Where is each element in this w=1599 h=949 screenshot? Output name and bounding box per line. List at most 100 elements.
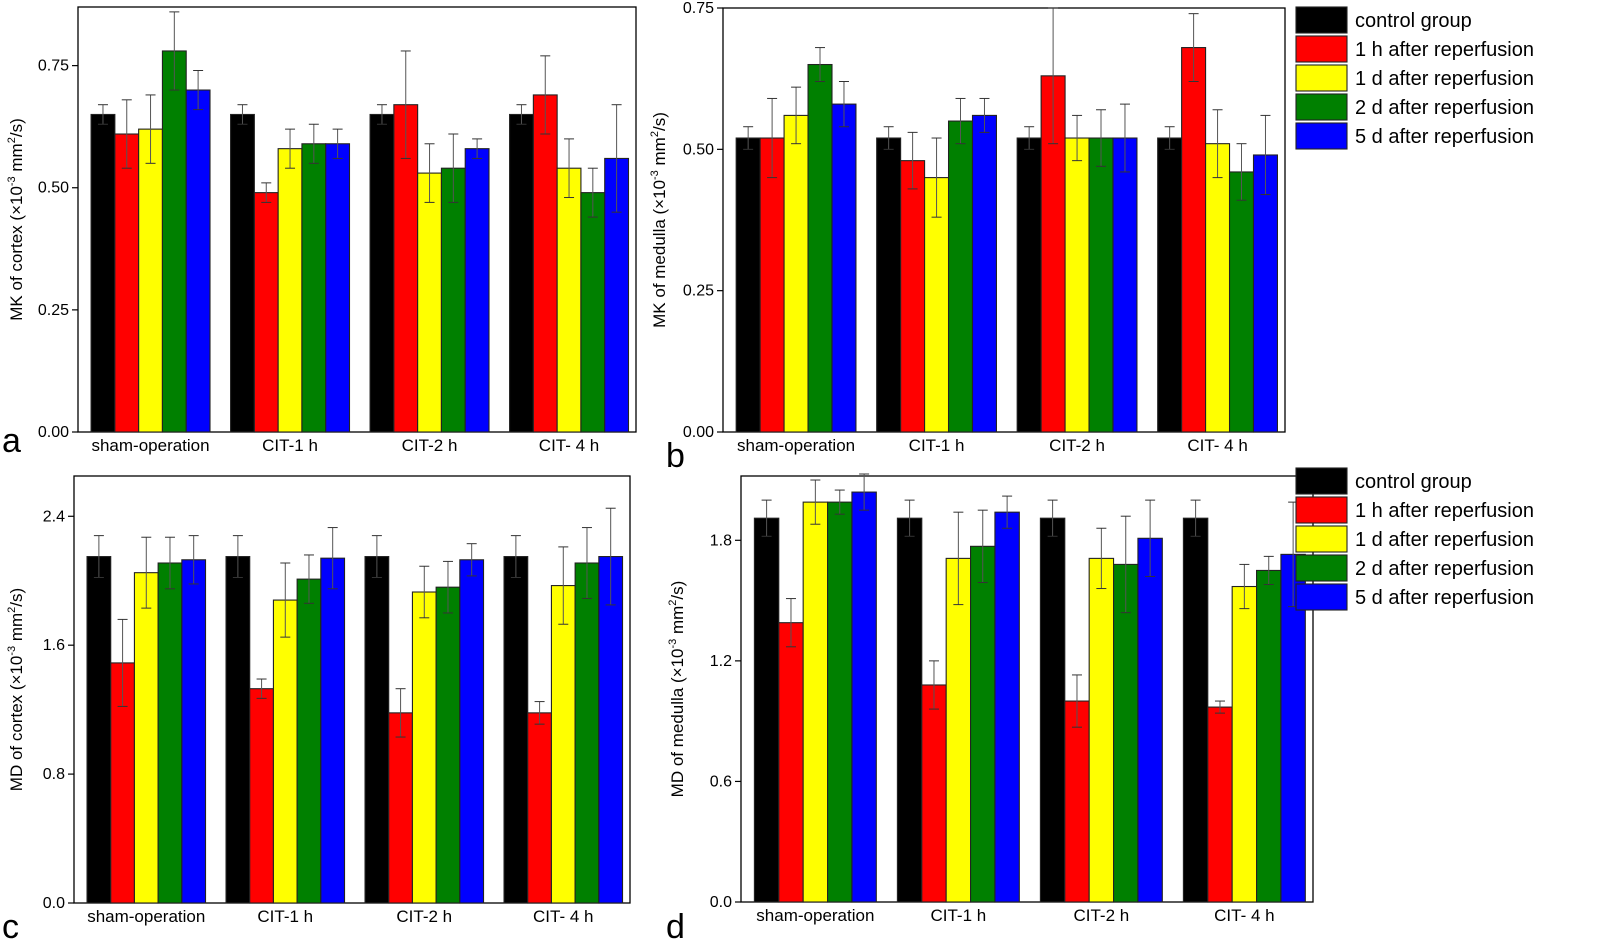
bar xyxy=(831,103,857,433)
panel-a: 0.00 0.25 0.50 0.75 sham-operation CIT-1 h CIT… xyxy=(2,6,637,460)
y-axis-title-part: /s) xyxy=(668,581,687,600)
legend: control group 1 h after reperfusion 1 d af… xyxy=(1295,467,1534,611)
plot-frame xyxy=(740,475,1314,903)
bar xyxy=(735,137,761,433)
bar xyxy=(86,556,112,904)
bar xyxy=(1182,517,1209,903)
legend-label: 2 d after reperfusion xyxy=(1355,558,1534,580)
x-category-label: CIT- 4 h xyxy=(539,436,599,455)
y-axis-title-part: MK of cortex (×10 xyxy=(7,186,26,321)
bar xyxy=(1256,569,1282,903)
bar xyxy=(807,63,833,433)
y-axis-title-part: 2 xyxy=(6,607,18,613)
legend-label: 1 h after reperfusion xyxy=(1355,500,1534,522)
bar xyxy=(1228,171,1255,433)
bar xyxy=(509,113,534,433)
x-category-label: sham-operation xyxy=(87,907,205,926)
y-tick-label: 1.8 xyxy=(710,532,732,549)
x-category-label: CIT-1 h xyxy=(930,906,986,925)
bar xyxy=(527,712,552,904)
bar xyxy=(827,501,853,903)
y-tick-label: 0.25 xyxy=(38,302,69,319)
plot-frame xyxy=(722,7,1286,433)
x-category-label: CIT- 4 h xyxy=(1214,906,1274,925)
plot-frame xyxy=(73,475,631,904)
x-category-label: CIT-2 h xyxy=(396,907,452,926)
y-tick-label: 0.75 xyxy=(38,58,69,75)
bar xyxy=(900,160,926,433)
bar xyxy=(574,562,600,904)
bar xyxy=(364,556,390,904)
bar xyxy=(138,128,163,433)
y-axis-title-part: 2 xyxy=(649,131,661,137)
x-category-label: CIT- 4 h xyxy=(533,907,593,926)
bar xyxy=(464,148,490,433)
y-tick-label: 0.50 xyxy=(38,180,69,197)
y-axis-title-part: -3 xyxy=(6,176,18,186)
y-tick-label: 0.0 xyxy=(43,895,65,912)
bar xyxy=(851,491,877,903)
bar xyxy=(1064,137,1090,433)
y-axis-title-part: /s) xyxy=(650,112,669,131)
bar xyxy=(1016,137,1042,433)
bar xyxy=(921,684,947,903)
bar xyxy=(388,712,413,904)
legend-swatch xyxy=(1295,467,1348,495)
y-tick-label: 0.0 xyxy=(710,894,732,911)
legend-label: control group xyxy=(1355,10,1472,32)
y-axis-title: MD of medulla (×10-3 mm2/s) xyxy=(667,581,687,798)
legend-swatch xyxy=(1295,122,1348,150)
legend-swatch xyxy=(1295,64,1348,92)
legend-swatch xyxy=(1295,525,1348,553)
bar xyxy=(301,143,327,433)
bar xyxy=(249,688,274,904)
x-category-label: CIT-2 h xyxy=(1073,906,1129,925)
bar xyxy=(90,113,116,433)
bar xyxy=(550,585,576,904)
bar xyxy=(272,599,298,904)
y-axis-title-part: mm xyxy=(650,137,669,170)
y-axis-title-part: /s) xyxy=(7,588,26,607)
y-tick-label: 0.75 xyxy=(683,0,714,17)
legend-swatch xyxy=(1295,554,1348,582)
bar xyxy=(1113,563,1139,903)
plot-frame xyxy=(77,6,637,433)
y-tick-label: 0.00 xyxy=(38,424,69,441)
legend-swatch xyxy=(1295,583,1348,611)
panel-b: 0.00 0.25 0.50 0.75 sham-operation CIT-1 h CIT… xyxy=(649,0,1534,475)
panel-letter: a xyxy=(2,422,21,460)
x-category-label: CIT- 4 h xyxy=(1187,436,1247,455)
x-category-label: sham-operation xyxy=(91,436,209,455)
bar xyxy=(598,556,624,904)
y-axis-title: MK of cortex (×10-3 mm2/s) xyxy=(6,118,26,320)
bar xyxy=(157,562,183,904)
x-category-label: sham-operation xyxy=(756,906,874,925)
panel-letter: d xyxy=(666,908,685,946)
x-category-label: sham-operation xyxy=(737,436,855,455)
bar xyxy=(896,517,923,903)
legend-label: 1 h after reperfusion xyxy=(1355,39,1534,61)
bar xyxy=(971,114,997,433)
y-tick-label: 0.25 xyxy=(683,283,714,300)
y-axis-title-part: /s) xyxy=(7,118,26,137)
legend-swatch xyxy=(1295,496,1348,524)
bar xyxy=(114,133,140,433)
y-axis-title-part: 2 xyxy=(6,137,18,143)
bar xyxy=(1064,700,1090,903)
legend-label: 1 d after reperfusion xyxy=(1355,68,1534,90)
bar xyxy=(759,137,785,433)
bar xyxy=(1137,537,1163,903)
y-axis-title-part: -3 xyxy=(649,170,661,180)
bar xyxy=(876,137,902,433)
bar xyxy=(1280,553,1306,903)
bar xyxy=(503,556,529,904)
x-category-label: CIT-2 h xyxy=(1049,436,1105,455)
y-tick-label: 1.2 xyxy=(710,653,732,670)
y-tick-label: 0.00 xyxy=(683,424,714,441)
y-axis-title: MK of medulla (×10-3 mm2/s) xyxy=(649,112,669,328)
y-axis-title-part: MK of medulla (×10 xyxy=(650,180,669,328)
bar xyxy=(181,559,207,904)
bar xyxy=(1157,137,1183,433)
y-tick-label: 0.6 xyxy=(710,773,732,790)
